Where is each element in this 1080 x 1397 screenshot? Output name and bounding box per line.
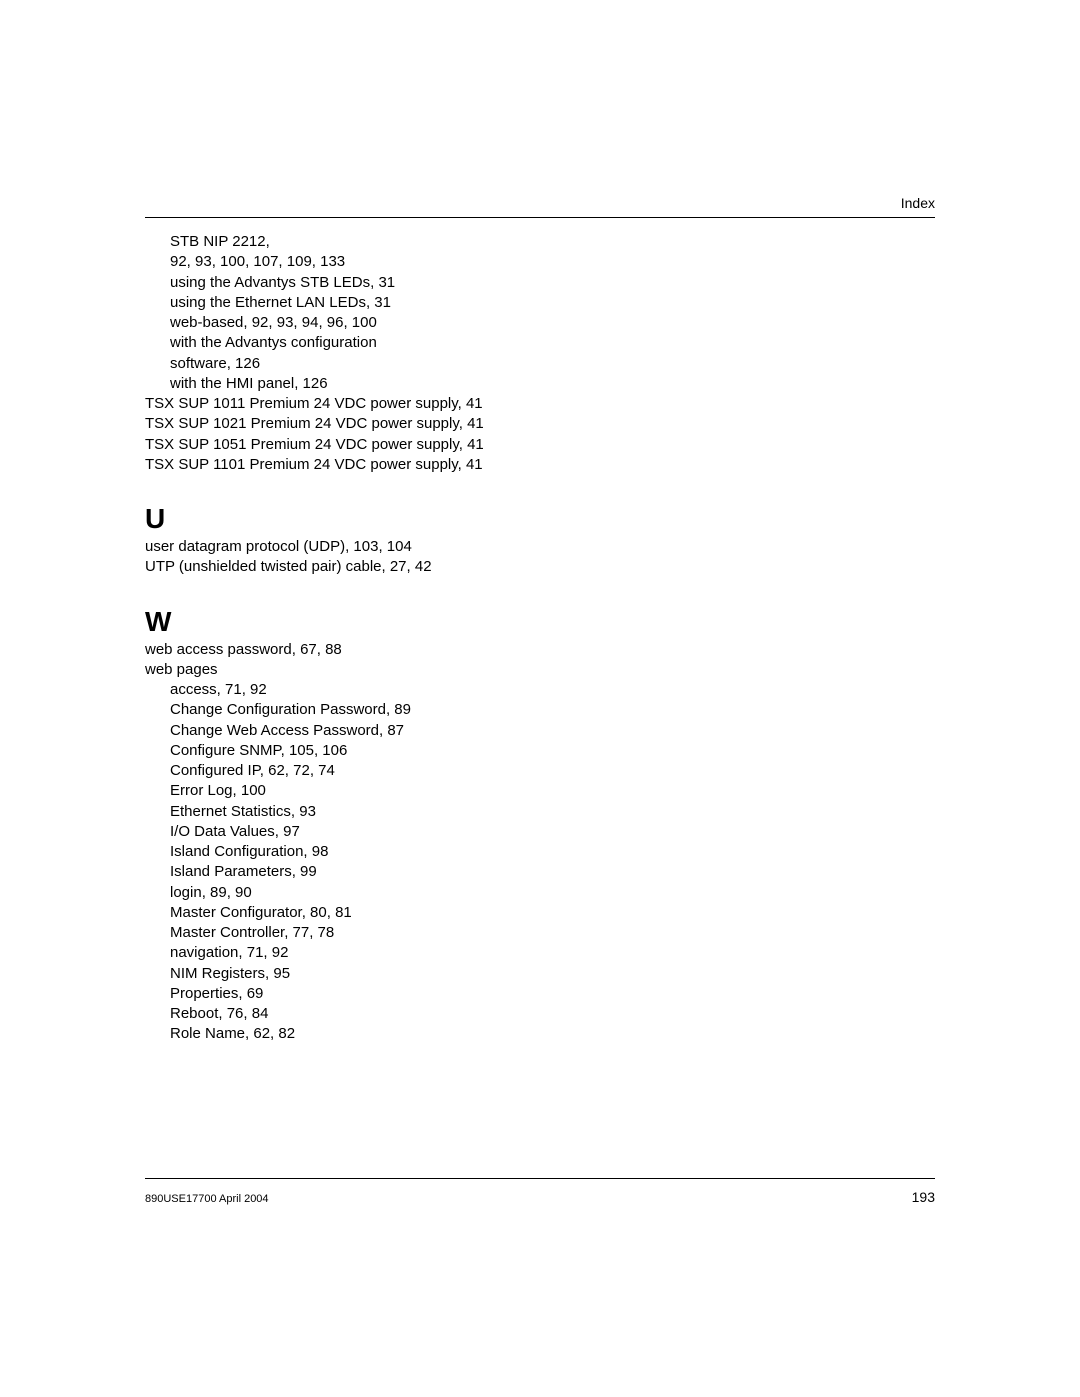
index-entry: software, 126 (145, 354, 535, 374)
index-entry: web pages (145, 660, 535, 680)
index-entry: Role Name, 62, 82 (145, 1024, 535, 1044)
page-container: Index STB NIP 2212,92, 93, 100, 107, 109… (0, 0, 1080, 1045)
index-entry: TSX SUP 1051 Premium 24 VDC power supply… (145, 435, 535, 455)
index-entry: Properties, 69 (145, 984, 535, 1004)
index-entry: web-based, 92, 93, 94, 96, 100 (145, 313, 535, 333)
index-entry: user datagram protocol (UDP), 103, 104 (145, 537, 535, 557)
section-letter: W (145, 606, 535, 638)
index-entry: Island Configuration, 98 (145, 842, 535, 862)
index-entry: I/O Data Values, 97 (145, 822, 535, 842)
index-entry: 92, 93, 100, 107, 109, 133 (145, 252, 535, 272)
footer-pagenum: 193 (912, 1189, 935, 1205)
index-entry: navigation, 71, 92 (145, 943, 535, 963)
index-entry: NIM Registers, 95 (145, 964, 535, 984)
index-entry: login, 89, 90 (145, 883, 535, 903)
header-label: Index (901, 195, 935, 211)
index-entry: Reboot, 76, 84 (145, 1004, 535, 1024)
index-entry: with the Advantys configuration (145, 333, 535, 353)
index-entry: TSX SUP 1101 Premium 24 VDC power supply… (145, 455, 535, 475)
index-entry: Master Controller, 77, 78 (145, 923, 535, 943)
index-entry: Ethernet Statistics, 93 (145, 802, 535, 822)
index-entry: with the HMI panel, 126 (145, 374, 535, 394)
continuation-block: STB NIP 2212,92, 93, 100, 107, 109, 133u… (145, 232, 535, 475)
index-entry: Configured IP, 62, 72, 74 (145, 761, 535, 781)
index-entry: Configure SNMP, 105, 106 (145, 741, 535, 761)
index-entry: Island Parameters, 99 (145, 862, 535, 882)
index-entry: using the Advantys STB LEDs, 31 (145, 273, 535, 293)
footer-docid: 890USE17700 April 2004 (145, 1193, 269, 1205)
index-entry: using the Ethernet LAN LEDs, 31 (145, 293, 535, 313)
sections-block: Uuser datagram protocol (UDP), 103, 104U… (145, 503, 535, 1045)
page-header: Index (145, 195, 935, 218)
index-entry: web access password, 67, 88 (145, 640, 535, 660)
index-entry: TSX SUP 1021 Premium 24 VDC power supply… (145, 414, 535, 434)
index-entry: Change Web Access Password, 87 (145, 721, 535, 741)
index-entry: UTP (unshielded twisted pair) cable, 27,… (145, 557, 535, 577)
index-entry: STB NIP 2212, (145, 232, 535, 252)
section-letter: U (145, 503, 535, 535)
index-entry: Master Configurator, 80, 81 (145, 903, 535, 923)
index-entry: TSX SUP 1011 Premium 24 VDC power supply… (145, 394, 535, 414)
index-content: STB NIP 2212,92, 93, 100, 107, 109, 133u… (145, 232, 535, 1045)
index-entry: access, 71, 92 (145, 680, 535, 700)
index-entry: Change Configuration Password, 89 (145, 700, 535, 720)
index-entry: Error Log, 100 (145, 781, 535, 801)
page-footer: 890USE17700 April 2004 193 (145, 1178, 935, 1205)
